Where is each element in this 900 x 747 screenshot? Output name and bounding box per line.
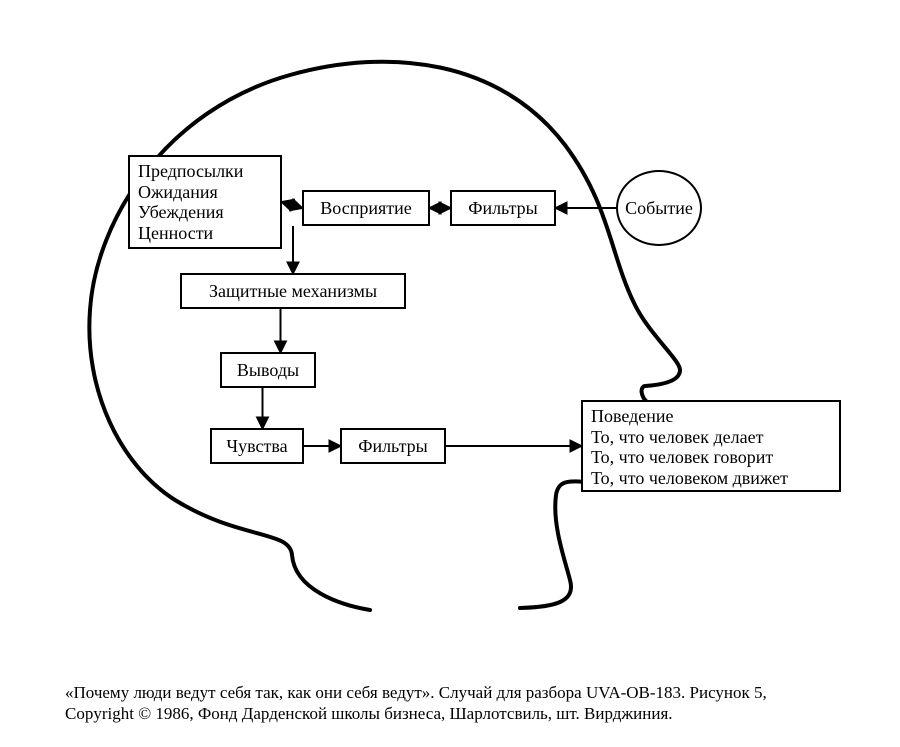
node-assumptions: ПредпосылкиОжиданияУбежденияЦенности <box>128 155 282 249</box>
head-outline <box>89 62 680 610</box>
node-defense: Защитные механизмы <box>180 273 406 309</box>
caption-text: «Почему люди ведут себя так, как они себ… <box>65 682 835 725</box>
node-filters2: Фильтры <box>340 428 446 464</box>
node-behavior-line: То, что человеком движет <box>591 468 788 489</box>
node-assumptions-line: Ценности <box>138 223 213 244</box>
node-assumptions-line: Убеждения <box>138 202 224 223</box>
node-behavior-line: То, что человек говорит <box>591 447 773 468</box>
node-behavior-line: То, что человек делает <box>591 427 763 448</box>
node-assumptions-line: Предпосылки <box>138 161 243 182</box>
diagram-svg <box>0 0 900 747</box>
node-conclusions: Выводы <box>220 352 316 388</box>
node-feelings: Чувства <box>210 428 304 464</box>
diagram-stage: ПредпосылкиОжиданияУбежденияЦенности Восп… <box>0 0 900 747</box>
node-event: Событие <box>616 170 702 246</box>
node-behavior: ПоведениеТо, что человек делаетТо, что ч… <box>581 400 841 492</box>
edge-assumptions-perception <box>282 202 302 208</box>
node-perception: Восприятие <box>302 190 430 226</box>
node-assumptions-line: Ожидания <box>138 182 218 203</box>
node-filters1: Фильтры <box>450 190 556 226</box>
node-behavior-line: Поведение <box>591 406 674 427</box>
